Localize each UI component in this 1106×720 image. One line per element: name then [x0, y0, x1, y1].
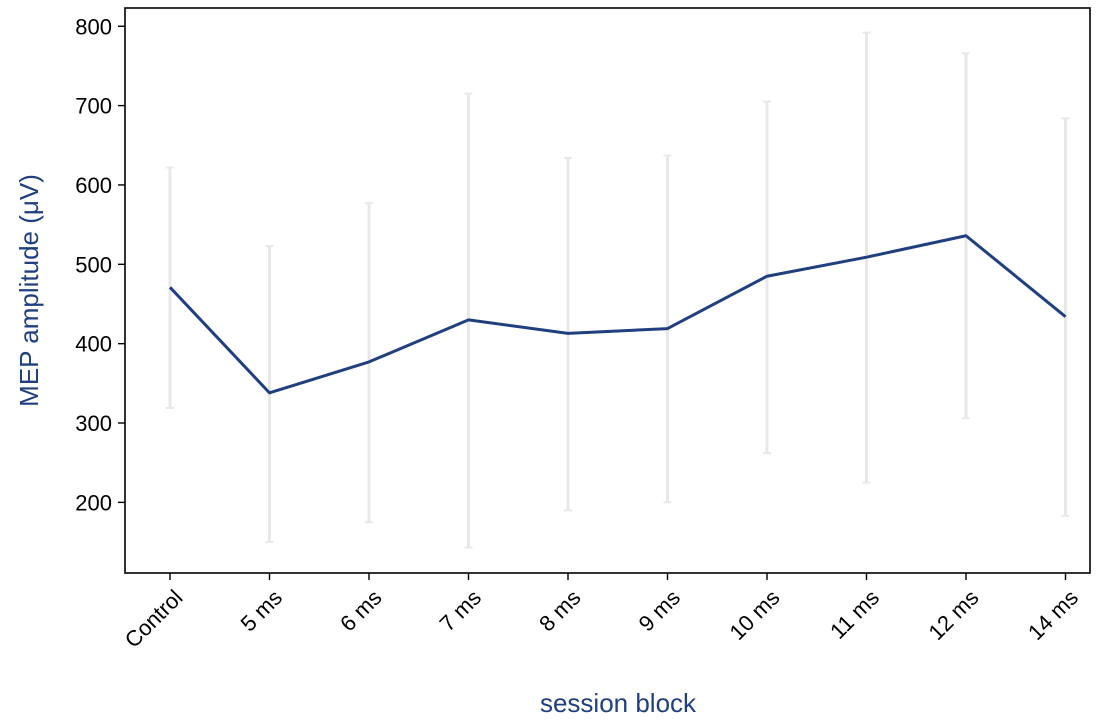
y-tick-label: 300: [75, 411, 112, 436]
plot-frame: [124, 7, 1091, 574]
y-axis-title: MEP amplitude (μV): [14, 174, 44, 407]
y-tick-label: 800: [75, 14, 112, 39]
x-tick-label: 5 ms: [236, 585, 287, 636]
x-tick-label: 7 ms: [435, 585, 486, 636]
x-tick-label: 10 ms: [724, 585, 784, 645]
error-bars: [166, 31, 1070, 549]
y-tick-label: 700: [75, 94, 112, 119]
series-line: [168, 234, 1067, 395]
x-tick-label: 6 ms: [335, 585, 386, 636]
x-axis: Control 5 ms 6 ms 7 ms 8 ms 9 ms 10 ms 11 ms 12 …: [120, 573, 1083, 653]
x-tick-label: 9 ms: [634, 585, 685, 636]
y-tick-label: 500: [75, 252, 112, 277]
data-line-group: [168, 234, 1067, 395]
x-tick-label: 12 ms: [923, 585, 983, 645]
x-tick-label: 14 ms: [1023, 585, 1083, 645]
x-tick-label: 8 ms: [534, 585, 585, 636]
x-tick-label: 11 ms: [825, 585, 884, 644]
y-tick-label: 600: [75, 173, 112, 198]
y-tick-label: 200: [75, 490, 112, 515]
y-axis: 200 300 400 500 600 700 800: [75, 14, 125, 515]
x-tick-label: Control: [120, 585, 188, 653]
x-axis-title: session block: [540, 688, 697, 718]
y-tick-label: 400: [75, 332, 112, 357]
